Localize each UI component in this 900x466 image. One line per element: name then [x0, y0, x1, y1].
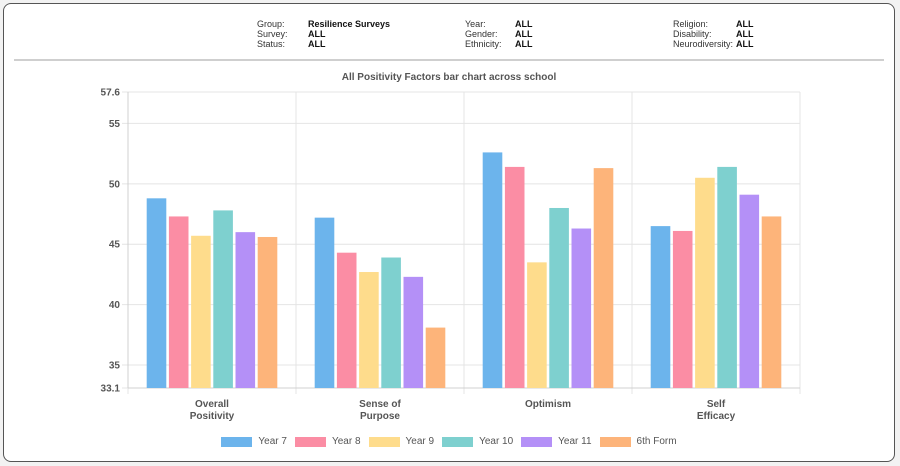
filter-summary: Group: Resilience Surveys Survey: ALL St…: [4, 19, 894, 59]
filter-group-left: Group: Resilience Surveys Survey: ALL St…: [257, 19, 457, 49]
filter-value: ALL: [515, 39, 533, 49]
filter-year: Year: ALL: [465, 19, 665, 29]
legend-swatch: [294, 436, 326, 447]
filter-religion: Religion: ALL: [673, 19, 873, 29]
report-card: Group: Resilience Surveys Survey: ALL St…: [3, 3, 895, 462]
filter-value: Resilience Surveys: [308, 19, 391, 29]
bar-year-8: [504, 166, 525, 388]
filter-label: Religion:: [673, 19, 709, 29]
bar-year-7: [314, 217, 335, 388]
bar-year-10: [717, 166, 737, 388]
legend-swatch: [521, 436, 553, 447]
divider: [14, 59, 884, 61]
legend-item[interactable]: Year 10: [442, 436, 513, 447]
legend-item[interactable]: Year 7: [221, 436, 287, 447]
bar-year-10: [381, 257, 401, 388]
filter-value: ALL: [515, 29, 533, 39]
bar-year-11: [235, 232, 256, 388]
y-tick-label: 45: [109, 240, 121, 251]
legend-swatch: [599, 436, 631, 447]
filter-label: Gender:: [465, 29, 498, 39]
filter-group-right: Religion: ALL Disability: ALL Neurodiver…: [673, 19, 873, 49]
bar-year-11: [571, 228, 592, 388]
legend-label: 6th Form: [636, 436, 677, 447]
bar-year-9: [359, 272, 379, 388]
y-tick-label: 35: [109, 361, 121, 372]
bar-year-8: [336, 252, 357, 388]
filter-value: ALL: [515, 19, 533, 29]
bar-6th-form: [761, 216, 782, 388]
filter-label: Survey:: [257, 29, 288, 39]
legend-item[interactable]: Year 8: [294, 436, 361, 447]
filter-group: Group: Resilience Surveys: [257, 19, 457, 29]
bar-year-8: [672, 230, 693, 388]
y-tick-label: 55: [109, 119, 121, 130]
filter-survey: Survey: ALL: [257, 29, 457, 39]
filter-value: ALL: [308, 39, 326, 49]
y-tick-label: 33.1: [101, 384, 121, 395]
legend-item[interactable]: Year 9: [368, 436, 435, 447]
legend-label: Year 10: [479, 436, 514, 447]
x-category-label: Efficacy: [697, 411, 736, 422]
filter-label: Neurodiversity:: [673, 39, 734, 49]
filter-group-middle: Year: ALL Gender: ALL Ethnicity: ALL: [465, 19, 665, 49]
chart-legend: Year 7 Year 8 Year 9 Year 10 Year 11 6th Form: [4, 436, 894, 450]
legend-item[interactable]: 6th Form: [599, 436, 677, 447]
bar-6th-form: [425, 327, 446, 388]
bar-year-7: [482, 152, 503, 388]
bar-year-10: [549, 207, 569, 388]
legend-label: Year 11: [558, 436, 592, 447]
legend-label: Year 8: [331, 436, 361, 447]
filter-gender: Gender: ALL: [465, 29, 665, 39]
x-category-label: Overall: [195, 399, 229, 410]
filter-ethnicity: Ethnicity: ALL: [465, 39, 665, 49]
bar-year-9: [527, 262, 547, 388]
legend-item[interactable]: Year 11: [521, 436, 592, 447]
y-tick-label: 40: [109, 300, 121, 311]
filter-label: Group:: [257, 19, 285, 29]
bar-year-9: [191, 235, 211, 388]
bar-year-9: [695, 177, 715, 388]
filter-value: ALL: [736, 19, 754, 29]
legend-label: Year 9: [405, 436, 435, 447]
filter-value: ALL: [736, 29, 754, 39]
legend-swatch: [368, 436, 400, 447]
legend-swatch: [221, 436, 253, 447]
x-category-label: Optimism: [525, 399, 571, 410]
filter-value: ALL: [308, 29, 326, 39]
filter-status: Status: ALL: [257, 39, 457, 49]
bar-year-10: [213, 210, 233, 388]
bar-year-11: [739, 194, 760, 388]
filter-disability: Disability: ALL: [673, 29, 873, 39]
bar-year-8: [168, 216, 189, 388]
y-tick-label: 50: [109, 179, 121, 190]
filter-label: Year:: [465, 19, 486, 29]
x-category-label: Purpose: [360, 411, 400, 422]
bar-year-7: [650, 226, 671, 388]
x-category-label: Self: [707, 399, 726, 410]
legend-swatch: [442, 436, 474, 447]
legend-label: Year 7: [258, 436, 287, 447]
y-tick-label: 57.6: [101, 88, 121, 99]
chart-title: All Positivity Factors bar chart across …: [341, 72, 557, 83]
filter-label: Ethnicity:: [465, 39, 502, 49]
filter-neurodiversity: Neurodiversity: ALL: [673, 39, 873, 49]
bar-year-7: [146, 198, 167, 388]
x-category-label: Sense of: [359, 399, 401, 410]
filter-value: ALL: [736, 39, 754, 49]
x-category-label: Positivity: [190, 411, 235, 422]
filter-label: Status:: [257, 39, 286, 49]
bar-year-11: [403, 276, 424, 388]
bar-6th-form: [593, 168, 614, 388]
bar-6th-form: [257, 236, 278, 388]
filter-label: Disability:: [673, 29, 712, 39]
